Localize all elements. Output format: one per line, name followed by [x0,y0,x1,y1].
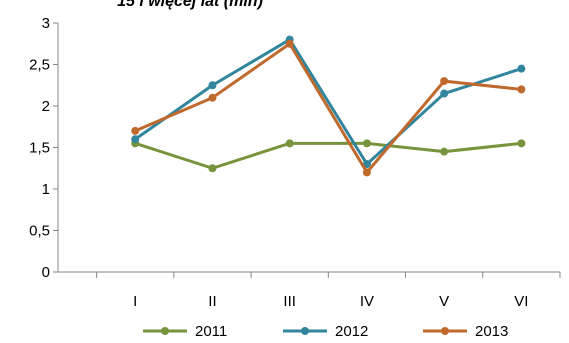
x-tick-label: I [133,293,137,310]
data-point-2013 [517,85,526,94]
data-point-2013 [285,39,294,48]
legend-marker-2013 [441,327,449,335]
series-line-2013 [134,42,522,174]
legend-label-2011: 2011 [195,323,227,340]
data-point-2012 [131,135,140,144]
x-tick-label: V [439,293,449,310]
data-point-2012 [362,160,371,169]
chart-title: 15 i więcej lat (mln) [117,0,263,10]
data-point-2013 [208,93,217,102]
x-tick-label: III [283,293,296,310]
series-line-2012 [134,38,522,166]
data-point-2013 [362,168,371,177]
series-line-2011 [134,141,522,170]
data-point-2011 [362,139,371,148]
legend-marker-2012 [301,327,309,335]
y-tick-label: 2,5 [29,57,50,74]
y-tick-label: 1 [42,181,50,198]
axes: 00,511,522,53I II III IV V VI [29,15,561,310]
x-tick-label: VI [514,293,528,310]
legend: 2011 2012 2013 [143,323,508,340]
data-point-2013 [131,126,140,135]
legend-label-2013: 2013 [475,323,508,340]
y-tick-label: 2 [42,98,50,115]
data-point-2012 [208,81,217,90]
legend-marker-2011 [161,327,169,335]
series-group [131,35,526,177]
data-point-2011 [208,164,217,173]
data-point-2013 [440,77,449,86]
x-tick-label: II [208,293,216,310]
data-point-2011 [517,139,526,148]
data-point-2011 [440,147,449,156]
y-tick-label: 3 [42,15,50,32]
legend-label-2012: 2012 [335,323,368,340]
data-point-2011 [285,139,294,148]
data-point-2012 [440,89,449,98]
y-tick-label: 0,5 [29,223,50,240]
data-point-2012 [517,64,526,73]
y-tick-label: 0 [42,264,50,281]
y-tick-label: 1,5 [29,140,50,157]
x-tick-label: IV [360,293,374,310]
